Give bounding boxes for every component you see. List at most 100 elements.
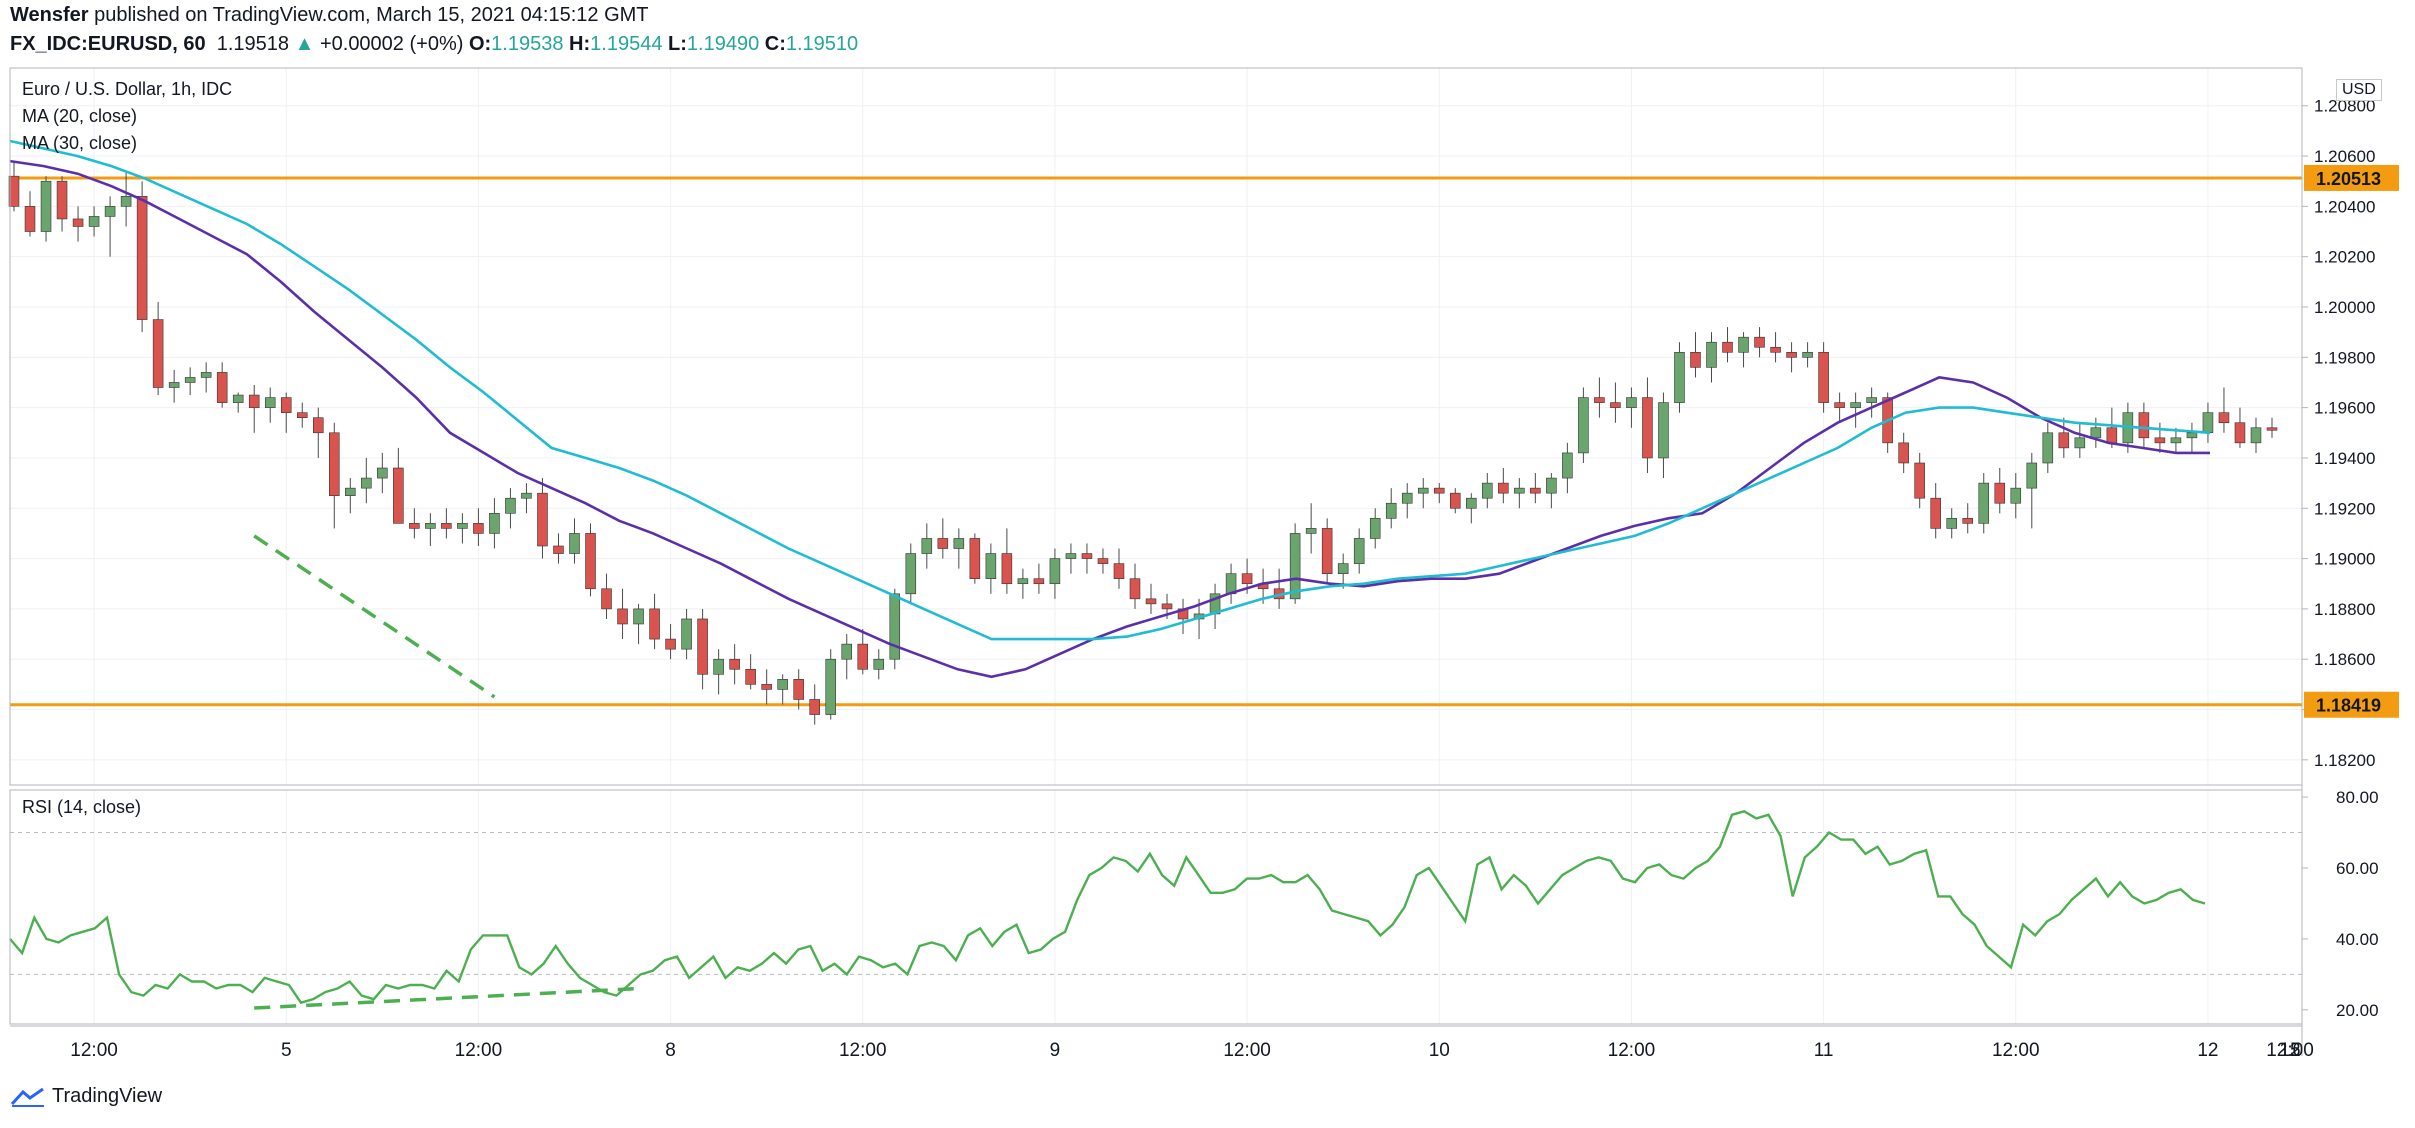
rsi-series [9, 810, 2206, 1005]
candle-up [905, 553, 917, 595]
candle-up [168, 382, 180, 388]
candle-up [104, 206, 116, 217]
candle-up [985, 553, 997, 580]
footer-brand[interactable]: TradingView [10, 1085, 162, 1108]
candle-down [937, 538, 949, 549]
trendlines[interactable] [253, 534, 639, 1010]
brand-name: TradingView [52, 1085, 163, 1107]
time-tick-label: 10 [1429, 1040, 1450, 1061]
candle-up [921, 538, 933, 554]
candle-up [232, 394, 244, 403]
candle-down [216, 372, 228, 403]
close-label: C: [764, 33, 786, 55]
candle-up [1850, 402, 1861, 408]
candle-down [2106, 427, 2118, 444]
candle-up [184, 377, 196, 383]
horizontal-levels[interactable] [10, 176, 2302, 707]
high-value: 1.19544 [590, 33, 663, 55]
candle-down [24, 206, 36, 232]
candle-up [2090, 427, 2102, 439]
candle-up [1674, 351, 1685, 403]
candle-up [1337, 563, 1349, 574]
candle-down [729, 658, 740, 670]
candle-down [1498, 482, 1509, 494]
ma30-legend[interactable]: MA (30, close) [22, 133, 138, 153]
time-tick-label: 12:00 [455, 1040, 503, 1061]
change-arrow-icon: ▲ [294, 33, 315, 55]
candle-down [1433, 487, 1445, 494]
candle-down [152, 319, 164, 388]
open-value: 1.19538 [491, 33, 564, 55]
price-tick-label: 1.20400 [2314, 197, 2375, 216]
candle-down [617, 608, 628, 625]
candle-down [1818, 351, 1829, 403]
price-tick-label: 1.20800 [2314, 97, 2375, 116]
candle-up [1305, 528, 1317, 534]
time-tick-label: 12 [2279, 1040, 2300, 1061]
published-text: published on TradingView.com, March 15, … [94, 4, 649, 26]
price-tick-label: 1.19400 [2314, 449, 2375, 468]
ma30-line [9, 139, 2211, 641]
rsi-tick-label: 40.00 [2336, 930, 2379, 949]
candle-down [441, 523, 452, 529]
symbol-label[interactable]: FX_IDC:EURUSD, 60 [10, 33, 206, 55]
candle-up [1946, 518, 1957, 529]
price-change: +0.00002 (+0%) [319, 33, 464, 55]
candle-down [1081, 553, 1093, 559]
candle-up [1866, 397, 1877, 403]
time-tick-label: 12:00 [1223, 1040, 1271, 1061]
candle-down [1786, 351, 1797, 358]
candle-up [1706, 341, 1717, 368]
candle-up [505, 497, 516, 514]
time-tick-label: 12:00 [1992, 1040, 2040, 1061]
candle-up [200, 372, 212, 378]
candle-down [473, 523, 484, 534]
candle-down [1722, 341, 1733, 353]
candle-down [1770, 346, 1781, 353]
candle-down [1834, 402, 1845, 408]
author-name: Wensfer [10, 4, 89, 26]
time-tick-label: 11 [1814, 1040, 1834, 1061]
candle-up [1017, 578, 1029, 585]
rsi-legend[interactable]: RSI (14, close) [22, 797, 142, 817]
candle-down [1241, 573, 1253, 585]
candle-down [2138, 412, 2150, 439]
candle-up [120, 196, 132, 207]
time-tick-label: 12:00 [839, 1040, 887, 1061]
price-axis-labels: 1.182001.184001.186001.188001.190001.192… [2302, 97, 2379, 1020]
candle-down [8, 175, 20, 207]
price-trendline [253, 534, 496, 699]
candle-up [2010, 487, 2022, 504]
series-legend[interactable]: Euro / U.S. Dollar, 1h, IDC [22, 79, 233, 99]
candle-down [280, 397, 292, 413]
publish-info: Wensfer published on TradingView.com, Ma… [10, 4, 649, 27]
candle-down [793, 679, 804, 700]
grid-lines [10, 68, 2302, 1024]
candle-up [1369, 518, 1381, 539]
candle-up [825, 658, 836, 715]
candle-up [2074, 437, 2086, 449]
candle-down [1610, 402, 1621, 408]
rsi-bands [10, 832, 2302, 975]
candle-down [56, 180, 68, 220]
candle-down [1033, 578, 1045, 585]
price-tick-label: 1.20600 [2314, 147, 2375, 166]
candle-down [1914, 462, 1925, 499]
level-badge-label: 1.18419 [2316, 696, 2381, 716]
high-label: H: [569, 33, 591, 55]
candle-down [1129, 578, 1141, 600]
candle-up [2042, 432, 2054, 464]
candle-down [1001, 553, 1013, 585]
candle-down [761, 684, 772, 690]
ma20-legend[interactable]: MA (20, close) [22, 106, 138, 126]
candle-down [1962, 518, 1973, 524]
candle-down [1754, 336, 1765, 348]
candle-down [697, 618, 708, 675]
candle-down [1161, 603, 1173, 610]
price-pane-border [9, 67, 2303, 786]
rsi-tick-label: 60.00 [2336, 859, 2379, 878]
rsi-tick-label: 80.00 [2336, 788, 2379, 807]
candle-up [1978, 482, 1990, 524]
currency-label: USD [2336, 79, 2382, 101]
